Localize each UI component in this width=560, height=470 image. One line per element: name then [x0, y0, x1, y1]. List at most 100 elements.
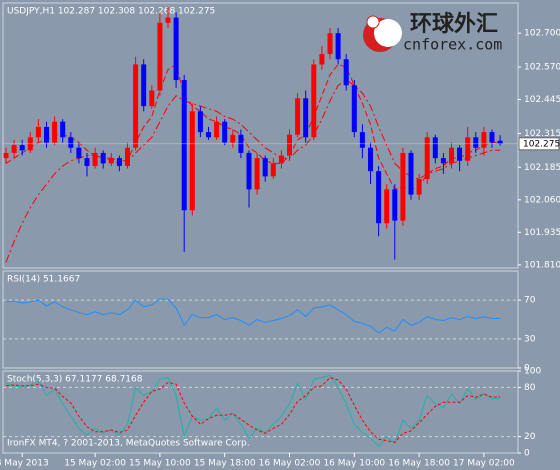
panel-title: Stoch(5,3,3) 67.1177 68.7168 — [7, 375, 143, 385]
candle-body — [432, 137, 438, 159]
copyright: IronFX MT4, ? 2001-2013, MetaQuotes Soft… — [7, 439, 250, 449]
candle-body — [416, 178, 422, 195]
candle-body — [100, 152, 106, 164]
candle-body — [408, 152, 414, 195]
candle-body — [311, 64, 317, 138]
candle-body — [157, 22, 163, 91]
panel-title: RSI(14) 51.1667 — [7, 275, 80, 285]
candle-body — [473, 137, 479, 148]
x-tick-label: 16 May 18:00 — [388, 459, 450, 469]
rsi-panel — [2, 270, 519, 369]
candle-body — [206, 132, 211, 138]
candle-body — [35, 126, 41, 138]
current-price-box — [518, 137, 560, 151]
y-tick-label: 101.810 — [524, 260, 560, 270]
candle-body — [424, 137, 430, 179]
candle-body — [60, 121, 66, 138]
candle-body — [400, 152, 406, 221]
candle-body — [481, 132, 487, 148]
y-tick-label: 102.570 — [524, 63, 560, 73]
candle-body — [295, 98, 301, 135]
candle-body — [359, 132, 365, 148]
y-tick-label: 102.315 — [524, 129, 560, 139]
x-tick-label: 15 May 18:00 — [194, 459, 256, 469]
candle-body — [449, 147, 454, 164]
series-line — [5, 298, 501, 334]
x-tick-label: 15 May 10:00 — [129, 459, 191, 469]
y-tick-label: 0 — [524, 364, 530, 374]
panel-title: USDJPY,H1 102.287 102.308 102.268 102.27… — [7, 7, 215, 17]
candle-body — [149, 90, 155, 107]
candle-body — [141, 64, 147, 107]
candle-body — [68, 137, 74, 148]
candle-body — [230, 134, 236, 143]
y-tick-label: 30 — [524, 334, 536, 344]
candle-body — [108, 158, 114, 164]
series-line — [5, 374, 501, 448]
y-tick-label: 102.060 — [524, 195, 560, 205]
candle-body — [92, 152, 98, 166]
candle-body — [133, 64, 139, 148]
candle-body — [262, 158, 268, 177]
candle-body — [343, 59, 349, 86]
candle-body — [254, 158, 260, 190]
candle-body — [497, 140, 503, 144]
candle-body — [76, 147, 82, 159]
logo-icon — [366, 15, 380, 29]
candle-body — [214, 121, 220, 138]
candle-body — [376, 171, 382, 224]
candle-body — [3, 152, 9, 159]
candle-body — [303, 98, 309, 138]
series-line — [5, 377, 501, 443]
candle-body — [84, 158, 90, 166]
candle-body — [270, 163, 276, 177]
stoch-panel — [2, 370, 519, 454]
candle-body — [173, 17, 179, 81]
candle-body — [246, 152, 252, 190]
candle-body — [287, 134, 292, 156]
x-tick-label: 8 May 2013 — [0, 459, 49, 469]
candle-body — [327, 33, 333, 55]
candle-body — [457, 147, 463, 161]
logo: 环球外汇 cnforex.com — [363, 11, 502, 54]
y-tick-label: 20 — [524, 432, 536, 442]
candle-body — [278, 155, 284, 164]
candle-body — [384, 189, 390, 224]
candle-body — [181, 80, 187, 211]
candle-body — [197, 111, 203, 133]
candle-body — [165, 17, 171, 23]
y-tick-label: 101.935 — [524, 228, 560, 238]
y-tick-label: 80 — [524, 383, 536, 393]
candle-body — [489, 132, 495, 143]
y-tick-label: 102.445 — [524, 95, 560, 105]
candle-body — [392, 189, 398, 221]
candle-body — [368, 147, 373, 172]
candle-body — [125, 147, 130, 166]
current-price-label: 102.275 — [523, 139, 560, 149]
y-tick-label: 70 — [524, 296, 536, 306]
logo-name: 环球外汇 — [410, 11, 498, 37]
candle-body — [222, 121, 228, 143]
candle-body — [116, 158, 122, 166]
candle-body — [11, 145, 17, 153]
candle-body — [465, 137, 471, 161]
x-tick-label: 15 May 02:00 — [64, 459, 126, 469]
x-tick-label: 16 May 10:00 — [323, 459, 385, 469]
y-tick-label: 102.700 — [524, 29, 560, 39]
candle-body — [44, 126, 49, 143]
x-tick-label: 17 May 02:00 — [453, 459, 515, 469]
main-panel — [2, 2, 519, 269]
logo-site: cnforex.com — [403, 36, 502, 54]
candle-body — [351, 85, 357, 133]
candle-body — [319, 54, 325, 65]
series-line — [5, 79, 501, 263]
candle-body — [440, 158, 446, 164]
y-tick-label: 100 — [524, 367, 541, 377]
candle-body — [189, 111, 195, 211]
x-tick-label: 16 May 02:00 — [259, 459, 321, 469]
candle-body — [335, 33, 341, 60]
candle-body — [52, 121, 58, 143]
logo-icon — [374, 19, 402, 47]
y-tick-label: 102.185 — [524, 163, 560, 173]
